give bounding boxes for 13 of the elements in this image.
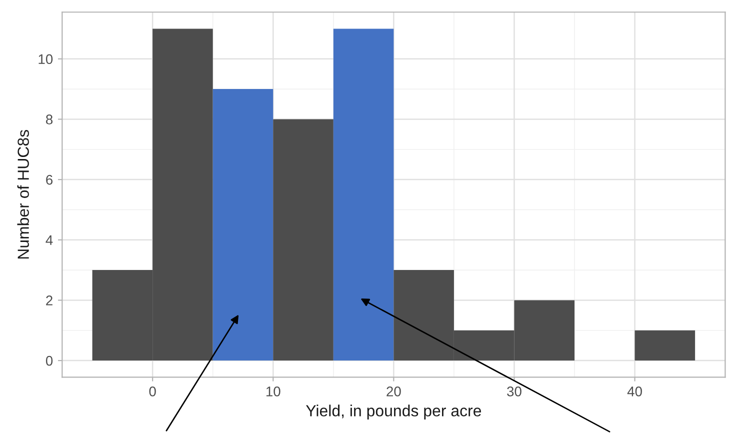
y-tick-label: 6 [46, 174, 53, 185]
x-tick-label: 20 [386, 386, 401, 396]
x-tick-label: 0 [149, 386, 156, 396]
y-tick-label: 8 [46, 114, 53, 124]
x-tick-label: 10 [266, 386, 280, 396]
y-tick-label: 4 [46, 235, 53, 245]
y-tick-label: 10 [38, 54, 53, 64]
y-tick-label: 0 [46, 356, 53, 366]
y-axis-title: Number of HUC8s [17, 130, 29, 259]
x-axis-title: Yield, in pounds per acre [306, 404, 482, 420]
x-tick-label: 30 [507, 386, 522, 396]
x-tick-label: 40 [627, 386, 642, 396]
y-tick-label: 2 [46, 296, 52, 306]
